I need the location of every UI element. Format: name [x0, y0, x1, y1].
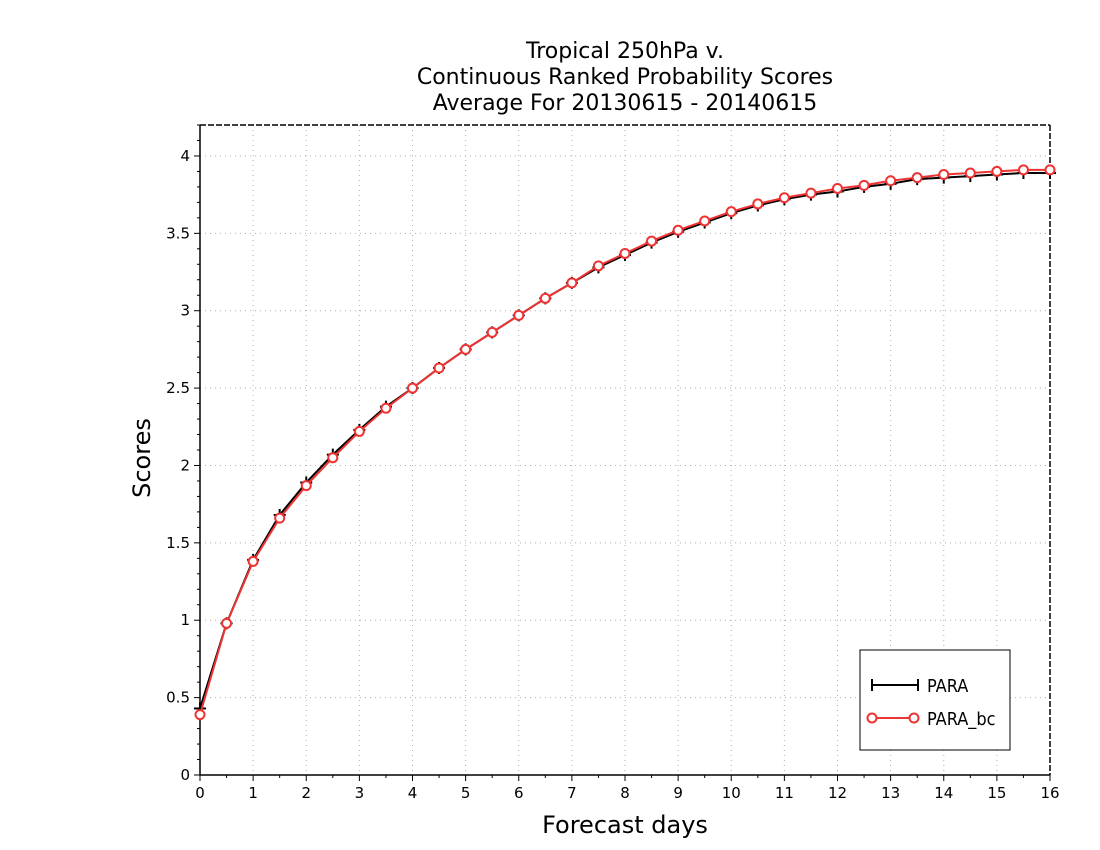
- y-tick-label: 4: [180, 147, 190, 165]
- x-tick-label: 7: [567, 784, 577, 802]
- legend-label-para: PARA: [927, 676, 968, 697]
- x-tick-label: 15: [987, 784, 1006, 802]
- data-point: [407, 382, 418, 394]
- data-point: [592, 260, 604, 272]
- data-point: [778, 192, 790, 204]
- y-tick-label: 3.5: [166, 224, 190, 242]
- y-tick-label: 1: [180, 611, 190, 629]
- data-point: [460, 343, 472, 355]
- data-point: [274, 512, 286, 524]
- x-tick-label: 1: [248, 784, 258, 802]
- data-point: [486, 326, 498, 338]
- data-point: [752, 198, 764, 210]
- x-tick-label: 14: [934, 784, 953, 802]
- data-point: [646, 235, 658, 247]
- data-point: [433, 362, 445, 374]
- legend: PARA PARA_bc: [859, 649, 1011, 751]
- data-point: [539, 292, 551, 304]
- x-axis-title: Forecast days: [542, 811, 708, 839]
- x-axis-ticks: 0 1 2 3 4 5 6 7 8 9 10 11 12 13 14 15 16: [195, 775, 1060, 802]
- y-axis-title: Scores: [128, 418, 156, 498]
- data-point: [247, 555, 259, 567]
- data-point: [566, 277, 578, 289]
- legend-box: [859, 649, 1011, 751]
- x-tick-label: 16: [1040, 784, 1059, 802]
- data-point: [699, 215, 711, 227]
- y-tick-label: 1.5: [166, 534, 190, 552]
- data-point: [221, 617, 233, 629]
- y-tick-label: 0: [180, 766, 190, 784]
- data-point: [858, 179, 870, 191]
- data-point: [300, 480, 312, 492]
- x-tick-label: 8: [620, 784, 630, 802]
- data-point: [1044, 164, 1056, 176]
- legend-entry-para: PARA: [871, 676, 968, 697]
- data-point: [380, 402, 392, 414]
- data-point: [327, 452, 339, 464]
- x-tick-label: 9: [673, 784, 683, 802]
- x-tick-label: 0: [195, 784, 205, 802]
- x-tick-label: 3: [355, 784, 365, 802]
- x-tick-label: 12: [828, 784, 847, 802]
- x-tick-label: 13: [881, 784, 900, 802]
- series-para-bc: [194, 164, 1056, 721]
- chart-title-line-2: Continuous Ranked Probability Scores: [417, 65, 833, 90]
- data-point: [805, 187, 817, 199]
- y-tick-label: 2: [180, 456, 190, 474]
- legend-entry-para-bc: PARA_bc: [866, 709, 996, 730]
- x-tick-label: 10: [722, 784, 741, 802]
- data-point: [513, 309, 525, 321]
- data-point: [725, 206, 737, 218]
- y-tick-label: 0.5: [166, 689, 190, 707]
- x-tick-label: 11: [775, 784, 794, 802]
- legend-label-para-bc: PARA_bc: [927, 709, 996, 730]
- series-layer: [194, 164, 1056, 721]
- data-point: [619, 247, 631, 259]
- data-point: [911, 172, 923, 184]
- y-tick-label: 3: [180, 302, 190, 320]
- data-point: [964, 167, 976, 179]
- data-point: [194, 709, 206, 721]
- data-point: [353, 425, 365, 437]
- y-tick-label: 2.5: [166, 379, 190, 397]
- data-point: [832, 182, 843, 194]
- data-point: [991, 165, 1003, 177]
- data-point: [672, 224, 684, 236]
- data-point: [938, 169, 950, 181]
- x-tick-label: 2: [301, 784, 311, 802]
- grid: [200, 125, 1050, 775]
- data-point: [1017, 164, 1029, 176]
- chart-title-line-1: Tropical 250hPa v.: [525, 39, 724, 64]
- chart-title-line-3: Average For 20130615 - 20140615: [433, 91, 818, 116]
- x-tick-label: 4: [408, 784, 418, 802]
- chart-title: Tropical 250hPa v. Continuous Ranked Pro…: [417, 39, 833, 116]
- x-tick-label: 5: [461, 784, 471, 802]
- data-point: [885, 175, 897, 187]
- x-tick-label: 6: [514, 784, 524, 802]
- y-axis-ticks: 0 0.5 1 1.5 2 2.5 3 3.5 4: [166, 124, 200, 784]
